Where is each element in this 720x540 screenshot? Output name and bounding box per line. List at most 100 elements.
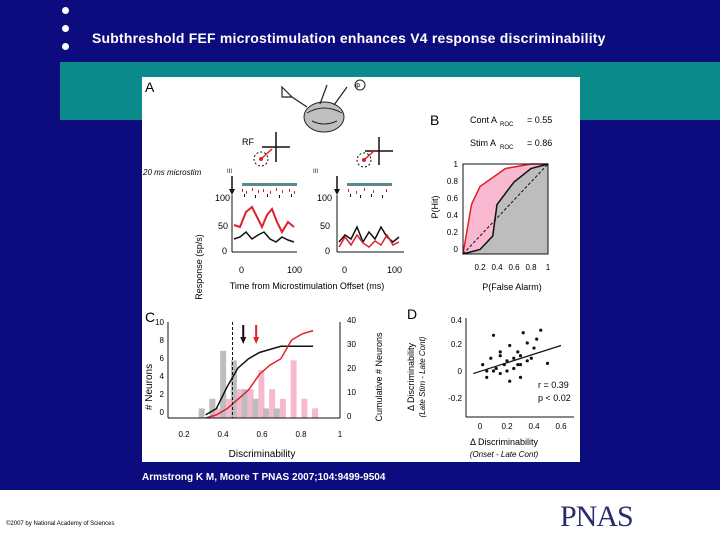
svg-text:III: III xyxy=(313,169,318,175)
scatter-point xyxy=(539,328,543,332)
scatter-point xyxy=(508,379,512,383)
psth-right-stim-line xyxy=(338,233,400,248)
scatter-point xyxy=(512,356,516,360)
psth-left-stim-line xyxy=(233,205,295,235)
hist-bar-cont xyxy=(273,408,280,418)
svg-text:Φ: Φ xyxy=(355,83,361,90)
roc-ytick-02: 0.2 xyxy=(447,228,459,237)
scatter-point xyxy=(498,371,502,376)
scatter-point xyxy=(532,346,536,350)
citation: Armstrong K M, Moore T PNAS 2007;104:949… xyxy=(142,472,386,483)
scatter-plot xyxy=(465,318,574,418)
microstim-label: 20 ms microstim xyxy=(142,168,202,177)
hist-bar-stim xyxy=(269,389,276,418)
panel-d-ylabel: Δ Discriminability xyxy=(406,342,416,411)
raster-left xyxy=(242,188,295,194)
hist-rtick-40: 40 xyxy=(347,316,356,325)
hist-bar-cont xyxy=(220,350,227,418)
rf-diagram-cont: RF xyxy=(242,132,290,167)
footer: ©2007 by National Academy of Sciences PN… xyxy=(0,490,720,540)
scatter-point xyxy=(491,369,496,373)
hist-bar-stim xyxy=(247,389,254,418)
roc-ytick-1: 1 xyxy=(454,160,459,169)
legend-cont-sub: ROC xyxy=(500,122,514,128)
hist-xtick-1: 1 xyxy=(338,430,343,439)
psth-left-cont-line xyxy=(233,230,295,243)
hist-xtick-04: 0.4 xyxy=(217,430,229,439)
psth-ytick-0: 0 xyxy=(222,246,227,256)
hist-arrow-stim-head xyxy=(253,337,260,344)
panel-c-label: C xyxy=(145,309,155,325)
hist-ytick-2: 2 xyxy=(160,390,165,399)
scatter-point xyxy=(498,354,502,358)
rf-diagram-stim xyxy=(356,137,393,168)
scatter-point xyxy=(505,369,509,373)
psth-xtick-0: 0 xyxy=(239,265,244,275)
hist-rtick-0: 0 xyxy=(347,412,352,421)
psth2-ytick-100: 100 xyxy=(317,193,332,203)
hist-rtick-30: 30 xyxy=(347,340,356,349)
scatter-point xyxy=(498,350,502,354)
pnas-logo: PNAS xyxy=(560,500,634,533)
bullet-1 xyxy=(62,7,69,14)
hist-ytick-4: 4 xyxy=(160,372,165,381)
psth-xtick-100: 100 xyxy=(287,265,302,275)
scatter-point xyxy=(535,337,539,341)
hist-ytick-8: 8 xyxy=(160,336,165,345)
panel-a-xlabel: Time from Microstimulation Offset (ms) xyxy=(230,281,385,291)
roc-plot xyxy=(462,163,549,255)
svg-text:III: III xyxy=(227,169,232,175)
histogram-plot xyxy=(167,322,341,419)
panel-d-ylabel-sub: (Late Stim - Late Cont) xyxy=(418,336,427,417)
hist-bar-cont xyxy=(209,398,216,418)
monkey-illustration: Φ xyxy=(281,79,366,133)
hist-ytick-10: 10 xyxy=(155,318,164,327)
hist-bar-cont xyxy=(230,360,237,418)
scatter-point xyxy=(512,366,516,371)
hist-arrow-cont-head xyxy=(240,337,247,344)
roc-xtick-1: 1 xyxy=(546,263,551,272)
scatter-point xyxy=(518,354,523,358)
scatter-xtick-0: 0 xyxy=(478,422,483,431)
legend-cont: Cont A xyxy=(470,115,497,125)
hist-bar-stim xyxy=(301,398,308,418)
roc-xtick-02: 0.2 xyxy=(474,263,486,272)
scatter-xtick-06: 0.6 xyxy=(555,422,567,431)
scatter-point xyxy=(529,356,533,360)
figure-panel: A B C D Φ RF 20 ms microstim III III xyxy=(142,77,580,462)
hist-bar-cont xyxy=(263,408,270,418)
panel-d-xlabel: Δ Discriminability xyxy=(470,437,539,447)
psth-ytick-50: 50 xyxy=(218,221,228,231)
copyright-text: ©2007 by National Academy of Sciences xyxy=(6,521,115,527)
psth2-ytick-50: 50 xyxy=(320,221,330,231)
bullet-3 xyxy=(62,43,69,50)
scatter-point xyxy=(518,375,523,379)
scatter-point xyxy=(516,350,520,354)
scatter-point xyxy=(518,363,523,367)
scatter-point xyxy=(485,369,489,373)
panel-d-p-value: p < 0.02 xyxy=(538,393,571,403)
hist-rtick-10: 10 xyxy=(347,388,356,397)
panel-d-r-value: r = 0.39 xyxy=(538,380,569,390)
legend-stim-sub: ROC xyxy=(500,145,514,151)
hist-xtick-02: 0.2 xyxy=(178,430,190,439)
rf-label: RF xyxy=(242,137,254,147)
roc-xtick-08: 0.8 xyxy=(525,263,537,272)
scatter-point xyxy=(494,366,498,371)
hist-cumulative-stim xyxy=(205,329,314,419)
hist-ytick-0: 0 xyxy=(160,408,165,417)
roc-cont-line xyxy=(462,163,549,255)
legend-cont-value: = 0.55 xyxy=(527,115,552,125)
roc-xtick-04: 0.4 xyxy=(491,263,503,272)
hist-rtick-20: 20 xyxy=(347,364,356,373)
panel-c-ylabel-right: Cumulative # Neurons xyxy=(374,332,384,422)
scatter-point xyxy=(525,359,529,363)
panel-b-ylabel: P(Hit) xyxy=(430,196,440,219)
scatter-point xyxy=(505,359,509,363)
hist-bar-stim xyxy=(226,398,233,418)
panel-b-xlabel: P(False Alarm) xyxy=(482,282,542,292)
scatter-point xyxy=(516,363,520,367)
hist-xtick-06: 0.6 xyxy=(256,430,268,439)
hist-bar-stim xyxy=(290,360,297,418)
scatter-ytick-04: 0.4 xyxy=(451,316,463,325)
